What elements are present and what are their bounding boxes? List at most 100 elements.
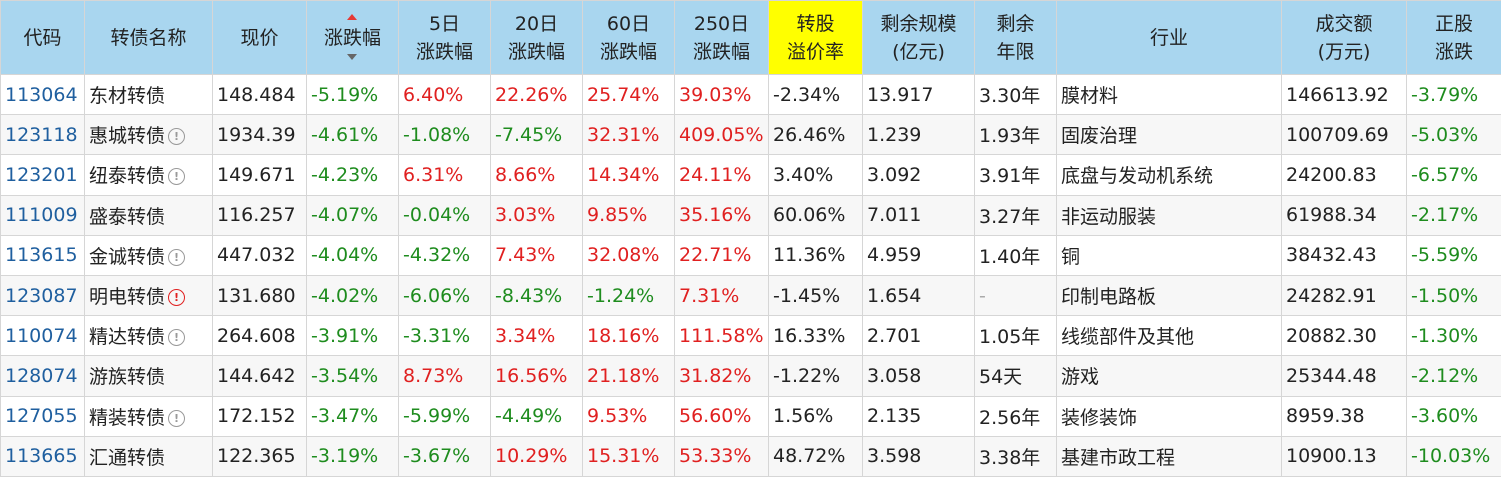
sort-desc-icon[interactable] (347, 53, 358, 60)
column-header[interactable]: 剩余 年限 (974, 0, 1057, 75)
change-20d-cell-text: -8.43% (495, 284, 563, 307)
bond-name-text[interactable]: 盛泰转债 (89, 205, 166, 228)
info-icon[interactable]: ! (168, 409, 186, 427)
bond-name-text[interactable]: 游族转债 (89, 366, 166, 389)
bond-code-link-text[interactable]: 128074 (5, 364, 78, 387)
bond-code-link[interactable]: 113615 (0, 234, 85, 276)
bond-code-link-text[interactable]: 123118 (5, 123, 78, 146)
bond-code-link[interactable]: 128074 (0, 355, 85, 397)
change-60d-cell: 32.08% (582, 234, 675, 276)
table-row[interactable]: 113665 汇通转债 122.365 -3.19% -3.67% 10.29% 15.31… (0, 435, 1501, 477)
info-icon[interactable]: ! (168, 248, 186, 266)
bond-name-text[interactable]: 金诚转债 (89, 245, 166, 268)
bond-name[interactable]: 盛泰转债 (84, 194, 213, 236)
change-60d-cell: -1.24% (582, 274, 675, 317)
bond-code-link[interactable]: 123118 (0, 114, 85, 156)
remaining-size-cell: 13.917 (862, 73, 975, 116)
bond-code-link[interactable]: 113665 (0, 435, 85, 477)
bond-name[interactable]: 汇通转债 (84, 435, 213, 477)
info-icon[interactable]: ! (168, 168, 186, 186)
column-header[interactable]: 涨跌幅 (306, 0, 399, 75)
bond-name[interactable]: 纽泰转债! (84, 154, 213, 196)
change-250d-cell-text: 7.31% (679, 284, 740, 307)
change-cell-text: -3.19% (311, 445, 379, 468)
industry-cell-text: 固废治理 (1061, 125, 1138, 148)
bond-code-link-text[interactable]: 111009 (5, 204, 78, 227)
column-header[interactable]: 现价 (212, 0, 307, 75)
info-icon[interactable]: ! (168, 128, 186, 146)
table-row[interactable]: 113615 金诚转债! 447.032 -4.04% -4.32% 7.43% 32.08… (0, 234, 1501, 276)
column-header[interactable]: 60日 涨跌幅 (582, 0, 675, 75)
bond-name-text[interactable]: 惠城转债 (89, 125, 166, 148)
column-header-label: 剩余规模 (亿元) (878, 10, 958, 66)
bond-code-link[interactable]: 110074 (0, 315, 85, 357)
column-header[interactable]: 代码 (0, 0, 85, 75)
price-cell: 264.608 (212, 315, 307, 357)
column-header[interactable]: 转债名称 (84, 0, 213, 75)
change-cell: -4.07% (306, 194, 399, 236)
stock-change-cell-text: -5.03% (1411, 123, 1479, 146)
volume-cell: 100709.69 (1281, 114, 1407, 156)
table-row[interactable]: 110074 精达转债! 264.608 -3.91% -3.31% 3.34% 18.16… (0, 315, 1501, 357)
column-header[interactable]: 5日 涨跌幅 (398, 0, 491, 75)
premium-cell: -2.34% (768, 73, 863, 116)
table-row[interactable]: 123201 纽泰转债! 149.671 -4.23% 6.31% 8.66% 14.34%… (0, 154, 1501, 196)
column-header[interactable]: 正股 涨跌 (1406, 0, 1501, 75)
stock-change-cell-text: -6.57% (1411, 163, 1479, 186)
remaining-size-cell: 1.654 (862, 274, 975, 317)
column-header[interactable]: 剩余规模 (亿元) (862, 0, 975, 75)
bond-name-text[interactable]: 精达转债 (89, 326, 166, 349)
bond-code-link-text[interactable]: 127055 (5, 405, 78, 428)
volume-cell-text: 20882.30 (1286, 324, 1377, 347)
table-row[interactable]: 128074 游族转债 144.642 -3.54% 8.73% 16.56% 21.18%… (0, 355, 1501, 397)
bond-code-link[interactable]: 123201 (0, 154, 85, 196)
bond-name[interactable]: 金诚转债! (84, 234, 213, 276)
column-header[interactable]: 成交额 (万元) (1281, 0, 1407, 75)
table-row[interactable]: 123087 明电转债! 131.680 -4.02% -6.06% -8.43% -1.2… (0, 274, 1501, 317)
bond-name[interactable]: 精装转债! (84, 395, 213, 437)
bond-code-link-text[interactable]: 123087 (5, 284, 78, 307)
sort-asc-icon[interactable] (347, 13, 358, 20)
column-header-label: 60日 涨跌幅 (598, 10, 659, 66)
bond-name[interactable]: 精达转债! (84, 315, 213, 357)
bond-name-text[interactable]: 汇通转债 (89, 446, 166, 469)
column-header[interactable]: 250日 涨跌幅 (674, 0, 769, 75)
change-5d-cell: -3.67% (398, 435, 491, 477)
bond-code-link-text[interactable]: 113064 (5, 83, 78, 106)
bond-code-link[interactable]: 111009 (0, 194, 85, 236)
bond-code-link[interactable]: 127055 (0, 395, 85, 437)
bond-code-link-text[interactable]: 113615 (5, 244, 78, 267)
bond-name[interactable]: 游族转债 (84, 355, 213, 397)
bond-name[interactable]: 惠城转债! (84, 114, 213, 156)
bond-code-link-text[interactable]: 113665 (5, 445, 78, 468)
column-header[interactable]: 转股 溢价率 (768, 0, 863, 75)
bond-name-text[interactable]: 东材转债 (89, 85, 166, 108)
bond-code-link-text[interactable]: 110074 (5, 324, 78, 347)
change-5d-cell: -3.31% (398, 315, 491, 357)
warning-icon[interactable]: ! (168, 289, 186, 307)
remaining-size-cell-text: 3.598 (867, 445, 922, 468)
bond-name-text[interactable]: 明电转债 (89, 286, 166, 309)
stock-change-cell-text: -5.59% (1411, 244, 1479, 267)
bond-name[interactable]: 东材转债 (84, 73, 213, 116)
bond-name-text[interactable]: 精装转债 (89, 406, 166, 429)
bond-code-link-text[interactable]: 123201 (5, 163, 78, 186)
table-row[interactable]: 113064 东材转债 148.484 -5.19% 6.40% 22.26% 25.74%… (0, 73, 1501, 116)
table-row[interactable]: 123118 惠城转债! 1934.39 -4.61% -1.08% -7.45% 32.3… (0, 114, 1501, 156)
bond-code-link[interactable]: 123087 (0, 274, 85, 317)
bond-name[interactable]: 明电转债! (84, 274, 213, 317)
bond-code-link[interactable]: 113064 (0, 73, 85, 116)
header-line1: 剩余 (996, 12, 1035, 35)
column-header[interactable]: 20日 涨跌幅 (490, 0, 583, 75)
table-row[interactable]: 127055 精装转债! 172.152 -3.47% -5.99% -4.49% 9.53… (0, 395, 1501, 437)
table-row[interactable]: 111009 盛泰转债 116.257 -4.07% -0.04% 3.03% 9.85% 3… (0, 194, 1501, 236)
change-cell: -3.47% (306, 395, 399, 437)
info-icon[interactable]: ! (168, 329, 186, 347)
column-header[interactable]: 行业 (1056, 0, 1282, 75)
industry-cell-text: 线缆部件及其他 (1061, 326, 1195, 349)
premium-cell-text: -1.45% (773, 284, 841, 307)
header-line1: 正股 (1434, 12, 1473, 35)
industry-cell-text: 装修装饰 (1061, 406, 1138, 429)
price-cell: 116.257 (212, 194, 307, 236)
bond-name-text[interactable]: 纽泰转债 (89, 165, 166, 188)
